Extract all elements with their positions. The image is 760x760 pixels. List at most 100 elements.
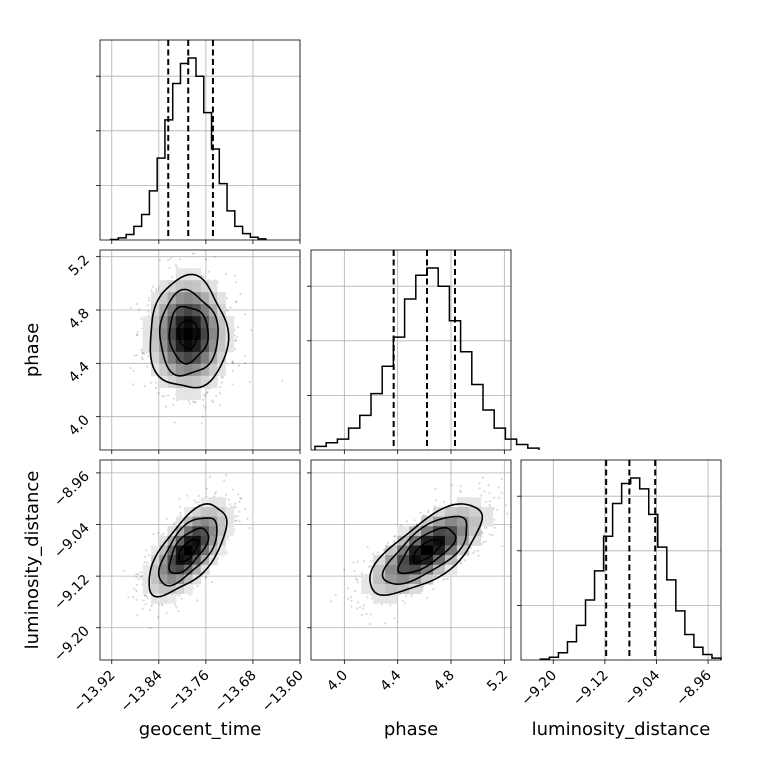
scatter-point: [250, 329, 253, 332]
scatter-point: [146, 355, 150, 358]
scatter-point: [172, 397, 175, 400]
scatter-point: [129, 306, 132, 309]
scatter-point: [422, 585, 425, 588]
scatter-point: [366, 596, 369, 599]
density-cell: [192, 328, 202, 341]
scatter-point: [174, 603, 177, 606]
density-cell: [151, 593, 160, 604]
scatter-point: [173, 521, 176, 524]
scatter-point: [214, 492, 217, 495]
x-tick-label-luminosity_distance-1: −9.12: [570, 668, 612, 710]
density-cell: [200, 351, 210, 365]
scatter-point: [202, 404, 205, 407]
scatter-point: [139, 571, 142, 574]
y-tick-label-phase-3: 5.2: [66, 252, 93, 279]
scatter-point: [214, 491, 218, 494]
panel-frame-hist-geocent_time: [99, 39, 301, 241]
scatter-point: [234, 519, 237, 523]
density-cell: [167, 526, 177, 537]
scatter-point: [496, 508, 499, 511]
scatter-point: [370, 597, 373, 600]
scatter-point: [226, 309, 229, 312]
density-cell: [421, 555, 434, 566]
contour-geocent_time-luminosity_distance-0: [178, 538, 200, 563]
density-cell: [208, 375, 218, 389]
scatter-point: [488, 533, 492, 536]
scatter-point: [481, 531, 484, 534]
scatter-point: [459, 485, 462, 488]
scatter-point: [147, 310, 150, 313]
density-cell: [175, 268, 185, 281]
scatter-point: [227, 498, 230, 501]
density-cell: [192, 507, 202, 517]
scatter-point: [231, 361, 234, 364]
density-cell: [159, 564, 168, 575]
scatter-point: [500, 477, 503, 481]
density-cell: [175, 351, 185, 365]
scatter-point: [451, 484, 454, 487]
density-cell: [208, 545, 218, 556]
density-cell: [159, 280, 168, 293]
scatter-point: [140, 348, 143, 351]
scatter-point: [144, 603, 147, 606]
scatter-point: [483, 490, 486, 493]
scatter-point: [480, 494, 483, 497]
scatter-point: [138, 578, 141, 581]
scatter-point: [144, 594, 147, 597]
scatter-point: [281, 379, 284, 382]
scatter-point: [239, 497, 242, 500]
scatter-point: [368, 622, 372, 626]
density-cell: [175, 535, 185, 546]
density-cell: [385, 584, 398, 594]
scatter-point: [175, 606, 178, 609]
contour-geocent_time-phase-1: [168, 305, 209, 365]
density-cell: [373, 564, 386, 575]
density-cell: [225, 516, 235, 527]
scatter-point: [422, 514, 425, 517]
density-cell: [167, 363, 177, 377]
scatter-point: [169, 257, 172, 260]
scatter-point: [446, 577, 449, 580]
scatter-point: [206, 390, 209, 394]
density-cell: [142, 316, 152, 329]
density-cell: [433, 564, 446, 575]
density-cell: [208, 516, 218, 527]
scatter-point: [201, 415, 204, 418]
scatter-point: [393, 540, 396, 543]
scatter-point: [231, 362, 235, 365]
scatter-point: [433, 576, 436, 579]
density-cell: [433, 516, 446, 527]
scatter-point: [405, 594, 408, 598]
density-cell: [151, 564, 160, 575]
density-cell: [167, 574, 177, 585]
density-cell: [192, 535, 202, 546]
density-cell: [385, 564, 398, 575]
density-cell: [192, 387, 202, 401]
scatter-point: [434, 499, 438, 502]
scatter-point: [370, 560, 373, 563]
density-cell: [385, 574, 398, 585]
scatter-point: [347, 587, 350, 590]
scatter-point: [146, 365, 149, 368]
density-cell: [192, 526, 202, 537]
scatter-point: [205, 575, 208, 579]
density-cell: [159, 363, 168, 377]
scatter-point: [459, 489, 462, 492]
density-cell: [167, 304, 177, 317]
density-cell: [175, 363, 185, 377]
density-cell: [456, 535, 470, 546]
scatter-point: [343, 568, 346, 572]
density-cell: [184, 316, 193, 329]
scatter-point: [469, 546, 472, 549]
scatter-point: [505, 504, 508, 507]
density-cell: [184, 584, 193, 594]
density-cell: [409, 526, 422, 537]
scatter-point: [197, 495, 201, 498]
scatter-point: [235, 336, 238, 339]
scatter-point: [141, 607, 144, 610]
density-cell: [208, 304, 218, 317]
scatter-point: [193, 400, 196, 403]
density-cell: [217, 316, 226, 329]
density-cell: [175, 292, 185, 305]
density-cell: [159, 574, 168, 585]
